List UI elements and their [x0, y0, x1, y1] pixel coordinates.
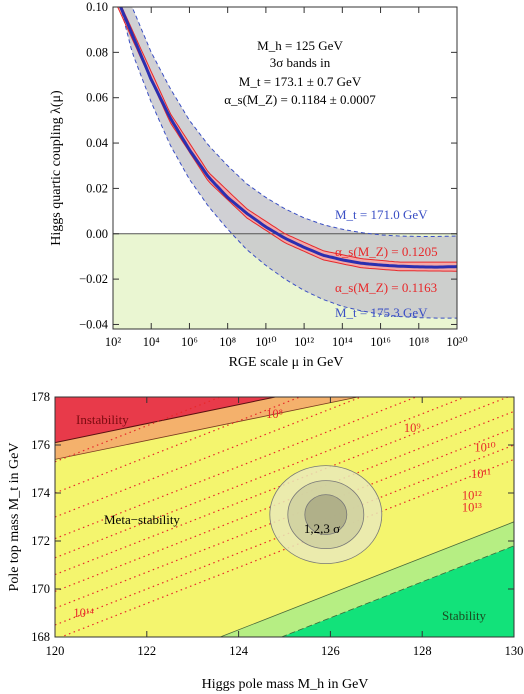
instability-boundary-2: [55, 397, 359, 460]
lifetime-contour: [55, 444, 514, 626]
contour-label: 10⁹: [404, 421, 421, 435]
top-x-tick-label: 10⁶: [181, 335, 198, 349]
top-y-axis-label: Higgs quartic coupling λ(μ): [49, 90, 64, 246]
bottom-y-tick-label: 174: [31, 486, 51, 500]
lifetime-contour: [55, 410, 514, 592]
label-mt-low: M_t = 171.0 GeV: [335, 207, 428, 222]
label-as-low: α_s(M_Z) = 0.1163: [335, 280, 437, 295]
sigma-ellipse: [304, 494, 348, 536]
bottom-x-tick-label: 126: [321, 644, 340, 658]
lifetime-contour: [55, 397, 510, 576]
top-plot-frame: [112, 6, 458, 330]
bottom-plot-frame: [54, 396, 515, 638]
bottom-y-tick-label: 168: [31, 630, 50, 644]
bottom-x-tick-label: 124: [229, 644, 249, 658]
lifetime-contour: [55, 427, 514, 609]
top-y-tick-label: −0.04: [79, 317, 109, 331]
bottom-y-axis-label: Pole top mass M_t in GeV: [7, 443, 22, 592]
bottom-x-tick-label: 130: [505, 644, 524, 658]
contour-label: 10¹¹: [471, 467, 491, 481]
lifetime-contour: [55, 397, 467, 559]
stability-boundary-2: [280, 545, 514, 637]
stability-boundary: [219, 521, 514, 637]
region-label-metastability: Meta−stability: [104, 512, 180, 527]
region-label-instability: Instability: [76, 412, 129, 427]
top-y-tick-label: 0.08: [86, 45, 108, 59]
series-mt-low: [131, 7, 457, 237]
top-x-tick-label: 10²: [105, 335, 122, 349]
bottom-x-tick-label: 122: [137, 644, 156, 658]
lifetime-contour: [59, 458, 514, 637]
series-mt-high: [120, 7, 457, 319]
top-y-tick-label: −0.02: [79, 272, 108, 286]
series-as-low: [117, 7, 457, 272]
top-y-tick-label: 0.00: [86, 227, 108, 241]
contour-label: 10¹⁰: [474, 440, 495, 454]
instability-boundary: [55, 397, 276, 444]
running-coupling-chart: 10² 10⁴ 10⁶ 10⁸ 10¹⁰ 10¹² 10¹⁴ 10¹⁶ 10¹⁸ 10²⁰ 0.10…: [49, 0, 468, 370]
annotation-bands: 3σ bands in: [270, 55, 331, 70]
top-x-tick-label: 10¹⁸: [408, 335, 429, 349]
top-x-tick-label: 10¹²: [294, 335, 314, 349]
bottom-y-tick-label: 170: [31, 582, 50, 596]
stability-region: [55, 545, 514, 637]
contour-label: 10¹⁴: [73, 606, 94, 620]
bottom-x-axis-label: Higgs pole mass M_h in GeV: [202, 677, 369, 692]
label-as-high: α_s(M_Z) = 0.1205: [335, 244, 438, 259]
contour-label: 10¹²: [462, 488, 482, 502]
top-x-tick-label: 10⁴: [143, 335, 160, 349]
series-central: [119, 7, 457, 269]
alphas-uncertainty-band: [117, 7, 457, 272]
ellipse-label: 1,2,3 σ: [304, 521, 340, 536]
top-x-tick-label: 10¹⁴: [332, 335, 353, 349]
top-x-axis-label: RGE scale μ in GeV: [229, 355, 344, 370]
top-x-tick-label: 10¹⁰: [255, 335, 276, 349]
region-label-stability: Stability: [442, 608, 487, 623]
instability-region: [55, 397, 276, 443]
annotation-alphas: α_s(M_Z) = 0.1184 ± 0.0007: [224, 92, 376, 107]
bottom-x-tick-label: 128: [413, 644, 432, 658]
bottom-y-tick-label: 172: [31, 534, 50, 548]
top-y-tick-label: 0.06: [86, 91, 108, 105]
bottom-y-tick-label: 176: [31, 438, 50, 452]
label-mt-high: M_t = 175.3 GeV: [335, 305, 428, 320]
top-y-tick-label: 0.02: [86, 181, 108, 195]
series-as-high: [121, 7, 457, 263]
bottom-x-tick-label: 120: [46, 644, 65, 658]
bottom-y-tick-label: 178: [31, 390, 50, 404]
annotation-mt: M_t = 173.1 ± 0.7 GeV: [239, 74, 362, 89]
top-x-tick-label: 10²⁰: [446, 335, 467, 349]
annotation-mh: M_h = 125 GeV: [257, 38, 343, 53]
top-y-tick-label: 0.04: [86, 136, 109, 150]
top-x-tick-label: 10¹⁶: [370, 335, 391, 349]
top-x-tick-label: 10⁸: [219, 335, 236, 349]
contour-label: 10¹³: [462, 500, 482, 514]
mt-uncertainty-band: [120, 7, 457, 319]
top-y-tick-label: 0.10: [86, 0, 108, 14]
contour-label: 10⁸: [266, 407, 283, 421]
